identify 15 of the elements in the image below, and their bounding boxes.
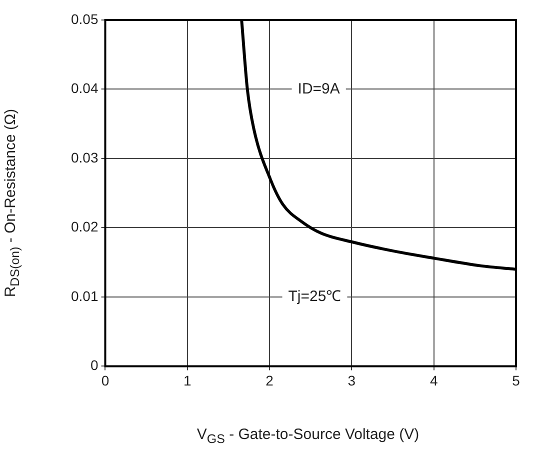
x-axis-title: V$_{GS}$ - Gate-to-Source Voltage (V): [196, 426, 420, 446]
x-tick-label: 4: [430, 372, 438, 388]
y-tick-label: 0.01: [71, 288, 98, 304]
x-tick-label: 2: [266, 372, 274, 388]
y-tick-label: 0.04: [71, 80, 98, 96]
y-tick-label: 0.05: [71, 10, 98, 27]
y-tick-label: 0: [90, 357, 98, 374]
x-tick-label: 1: [184, 372, 192, 388]
y-tick-label: 0.02: [71, 218, 98, 235]
x-tick-label: 0: [101, 372, 110, 388]
x-tick-label: 5: [512, 372, 520, 388]
x-tick-label: 3: [348, 372, 356, 388]
y-tick-label: 0.03: [71, 149, 98, 166]
annotation: ID=9A: [298, 80, 340, 98]
annotation: Tj=25℃: [288, 288, 342, 306]
